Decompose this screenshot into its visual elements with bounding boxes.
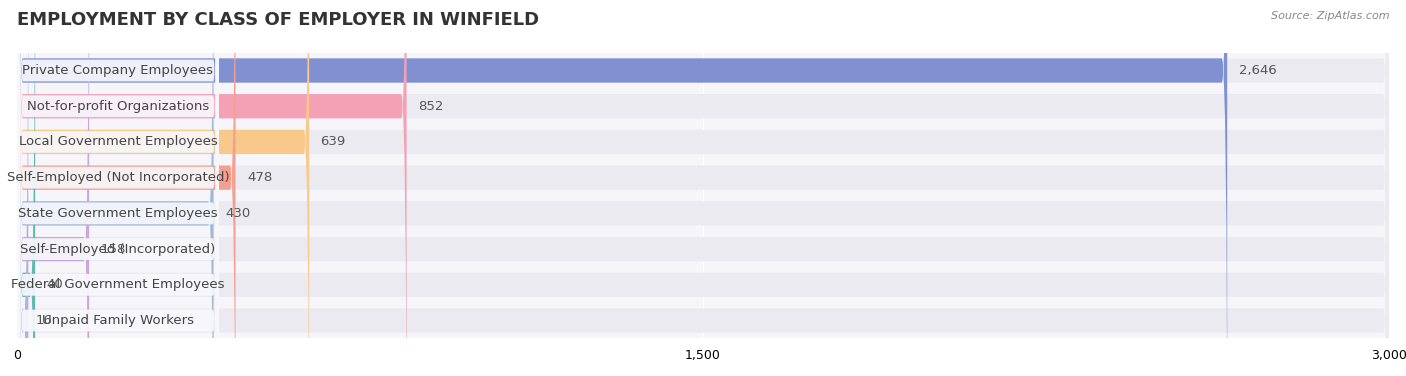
- FancyBboxPatch shape: [17, 0, 218, 376]
- FancyBboxPatch shape: [17, 0, 1389, 376]
- FancyBboxPatch shape: [17, 0, 1389, 376]
- Text: 478: 478: [247, 171, 273, 184]
- FancyBboxPatch shape: [17, 0, 89, 376]
- FancyBboxPatch shape: [17, 0, 1227, 376]
- Text: Private Company Employees: Private Company Employees: [22, 64, 214, 77]
- Text: 430: 430: [225, 207, 250, 220]
- FancyBboxPatch shape: [17, 0, 309, 376]
- FancyBboxPatch shape: [17, 0, 1389, 376]
- Text: 158: 158: [101, 243, 127, 256]
- FancyBboxPatch shape: [17, 0, 35, 376]
- Text: Source: ZipAtlas.com: Source: ZipAtlas.com: [1271, 11, 1389, 21]
- Text: 639: 639: [321, 135, 346, 149]
- Text: 16: 16: [35, 314, 52, 327]
- FancyBboxPatch shape: [17, 0, 218, 376]
- Text: 40: 40: [46, 278, 63, 291]
- Text: 2,646: 2,646: [1239, 64, 1277, 77]
- FancyBboxPatch shape: [17, 0, 1389, 376]
- FancyBboxPatch shape: [17, 0, 218, 376]
- Text: Federal Government Employees: Federal Government Employees: [11, 278, 225, 291]
- FancyBboxPatch shape: [17, 0, 218, 376]
- Text: Unpaid Family Workers: Unpaid Family Workers: [42, 314, 194, 327]
- FancyBboxPatch shape: [17, 0, 1389, 376]
- Text: Local Government Employees: Local Government Employees: [18, 135, 218, 149]
- FancyBboxPatch shape: [17, 0, 214, 376]
- FancyBboxPatch shape: [17, 0, 1389, 376]
- FancyBboxPatch shape: [17, 0, 218, 376]
- Text: Not-for-profit Organizations: Not-for-profit Organizations: [27, 100, 209, 113]
- Text: State Government Employees: State Government Employees: [18, 207, 218, 220]
- FancyBboxPatch shape: [17, 0, 218, 376]
- Text: Self-Employed (Not Incorporated): Self-Employed (Not Incorporated): [7, 171, 229, 184]
- FancyBboxPatch shape: [17, 0, 1389, 376]
- FancyBboxPatch shape: [17, 0, 218, 376]
- FancyBboxPatch shape: [17, 0, 28, 376]
- FancyBboxPatch shape: [17, 0, 1389, 376]
- Text: EMPLOYMENT BY CLASS OF EMPLOYER IN WINFIELD: EMPLOYMENT BY CLASS OF EMPLOYER IN WINFI…: [17, 11, 538, 29]
- FancyBboxPatch shape: [17, 0, 406, 376]
- Text: 852: 852: [418, 100, 443, 113]
- FancyBboxPatch shape: [17, 0, 236, 376]
- FancyBboxPatch shape: [17, 0, 218, 376]
- Text: Self-Employed (Incorporated): Self-Employed (Incorporated): [20, 243, 215, 256]
